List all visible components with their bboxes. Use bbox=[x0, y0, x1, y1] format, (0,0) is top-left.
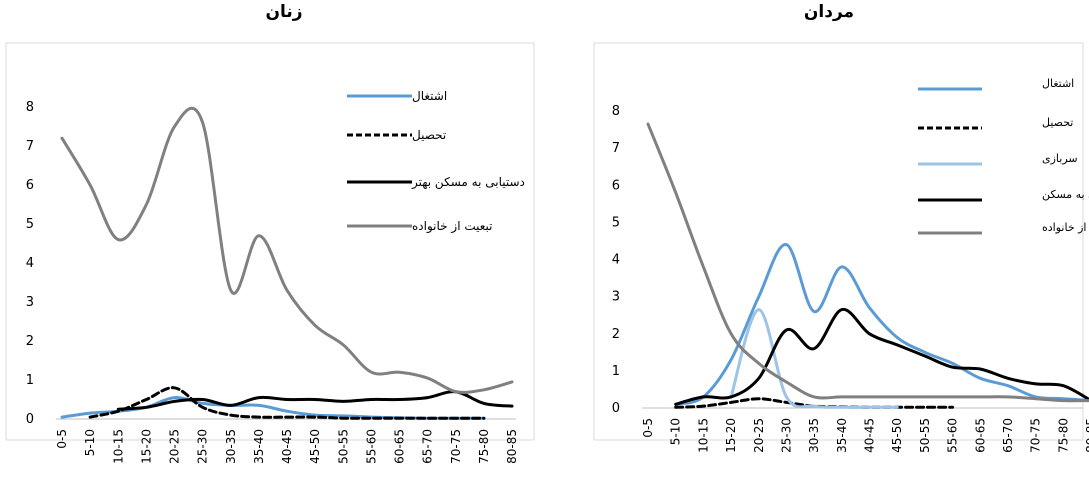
y-tick-label: 5 bbox=[26, 217, 34, 232]
x-tick-label: 20-25 bbox=[752, 418, 766, 453]
series-line-4 bbox=[646, 122, 1089, 403]
y-tick-label: 3 bbox=[612, 290, 620, 305]
x-tick-label: 0-5 bbox=[55, 429, 69, 449]
y-tick-label: 6 bbox=[26, 178, 34, 193]
chart-frame bbox=[5, 42, 535, 441]
x-tick-label: 15-20 bbox=[724, 418, 738, 453]
x-tick-label: 40-45 bbox=[280, 429, 294, 464]
x-tick-label: 75-80 bbox=[477, 429, 491, 464]
chart-panel-0: 0 1 2 3 4 5 6 7 8 0-5 5-10 10-15 15-20 20-25 25-30 30-3… bbox=[5, 42, 535, 464]
legend-label: دستیابی به مسکن بهتر bbox=[411, 175, 525, 190]
y-tick-label: 4 bbox=[612, 253, 620, 268]
right-chart-title: مردان bbox=[803, 2, 855, 22]
series-line-0 bbox=[674, 243, 1089, 406]
x-tick-label: 20-25 bbox=[168, 429, 182, 464]
x-tick-label: 35-40 bbox=[252, 429, 266, 464]
x-tick-label: 0-5 bbox=[641, 418, 655, 438]
x-tick-label: 45-50 bbox=[308, 429, 322, 464]
y-tick-label: 4 bbox=[26, 256, 34, 271]
legend-label: دستیابی به مسکن bbox=[1042, 188, 1089, 201]
x-tick-label: 75-80 bbox=[1056, 418, 1070, 453]
chart-panel-1: 0 1 2 3 4 5 6 7 8 0-5 5-10 10-15 15-20 20-25 25-30 30-3… bbox=[593, 42, 1089, 453]
y-tick-label: 6 bbox=[612, 178, 620, 193]
x-tick-label: 30-35 bbox=[224, 429, 238, 464]
legend: اشتغال تحصیل دستیابی به مسکن بهتر تبعیت از … bbox=[347, 89, 525, 234]
left-chart-title: زنان bbox=[265, 2, 303, 22]
series-line-2 bbox=[729, 308, 899, 409]
x-tick-label: 10-15 bbox=[111, 429, 125, 464]
x-tick-label: 15-20 bbox=[139, 429, 153, 464]
x-tick-label: 80-85 bbox=[1084, 418, 1089, 453]
legend-label: سربازی bbox=[1042, 152, 1078, 165]
y-tick-label: 8 bbox=[26, 100, 34, 115]
x-tick-label: 5-10 bbox=[669, 418, 683, 445]
x-tick-label: 65-70 bbox=[421, 429, 435, 464]
series-line-1 bbox=[88, 386, 486, 420]
series-line-2 bbox=[116, 390, 514, 411]
legend-label: اشتغال bbox=[1042, 77, 1074, 90]
x-tick-label: 30-35 bbox=[807, 418, 821, 453]
y-tick-label: 3 bbox=[26, 295, 34, 310]
y-tick-label: 5 bbox=[612, 215, 620, 230]
x-tick-label: 50-55 bbox=[918, 418, 932, 453]
x-tick-label: 80-85 bbox=[505, 429, 519, 464]
legend-label: تبعیت از خانواده bbox=[412, 219, 493, 234]
y-tick-label: 2 bbox=[612, 327, 620, 342]
x-tick-label: 25-30 bbox=[196, 429, 210, 464]
x-tick-label: 35-40 bbox=[835, 418, 849, 453]
y-tick-label: 1 bbox=[612, 364, 620, 379]
x-tick-label: 45-50 bbox=[890, 418, 904, 453]
x-tick-label: 60-65 bbox=[393, 429, 407, 464]
x-tick-label: 70-75 bbox=[1029, 418, 1043, 453]
x-tick-label: 70-75 bbox=[449, 429, 463, 464]
x-tick-label: 25-30 bbox=[779, 418, 793, 453]
y-tick-label: 8 bbox=[612, 104, 620, 119]
y-tick-label: 0 bbox=[26, 412, 34, 427]
y-tick-label: 7 bbox=[612, 141, 620, 156]
legend-label: اشتغال bbox=[412, 89, 447, 103]
y-tick-label: 1 bbox=[26, 373, 34, 388]
y-tick-label: 2 bbox=[26, 334, 34, 349]
x-tick-label: 60-65 bbox=[973, 418, 987, 453]
x-tick-label: 10-15 bbox=[696, 418, 710, 453]
legend-label: تبعیت از خانواده bbox=[1042, 221, 1089, 234]
series-line-3 bbox=[60, 106, 514, 394]
legend: اشتغال تحصیل سربازی دستیابی به مسکن تبعیت از… bbox=[918, 77, 1089, 235]
y-tick-label: 0 bbox=[612, 401, 620, 416]
x-tick-label: 65-70 bbox=[1001, 418, 1015, 453]
x-tick-label: 50-55 bbox=[336, 429, 350, 464]
series-line-3 bbox=[674, 308, 1089, 406]
x-tick-label: 55-60 bbox=[946, 418, 960, 453]
y-tick-label: 7 bbox=[26, 139, 34, 154]
chart-frame bbox=[593, 42, 1084, 441]
x-tick-label: 40-45 bbox=[863, 418, 877, 453]
legend-label: تحصیل bbox=[412, 128, 446, 142]
x-tick-label: 5-10 bbox=[83, 429, 97, 456]
x-tick-label: 55-60 bbox=[364, 429, 378, 464]
legend-label: تحصیل bbox=[1042, 116, 1073, 129]
